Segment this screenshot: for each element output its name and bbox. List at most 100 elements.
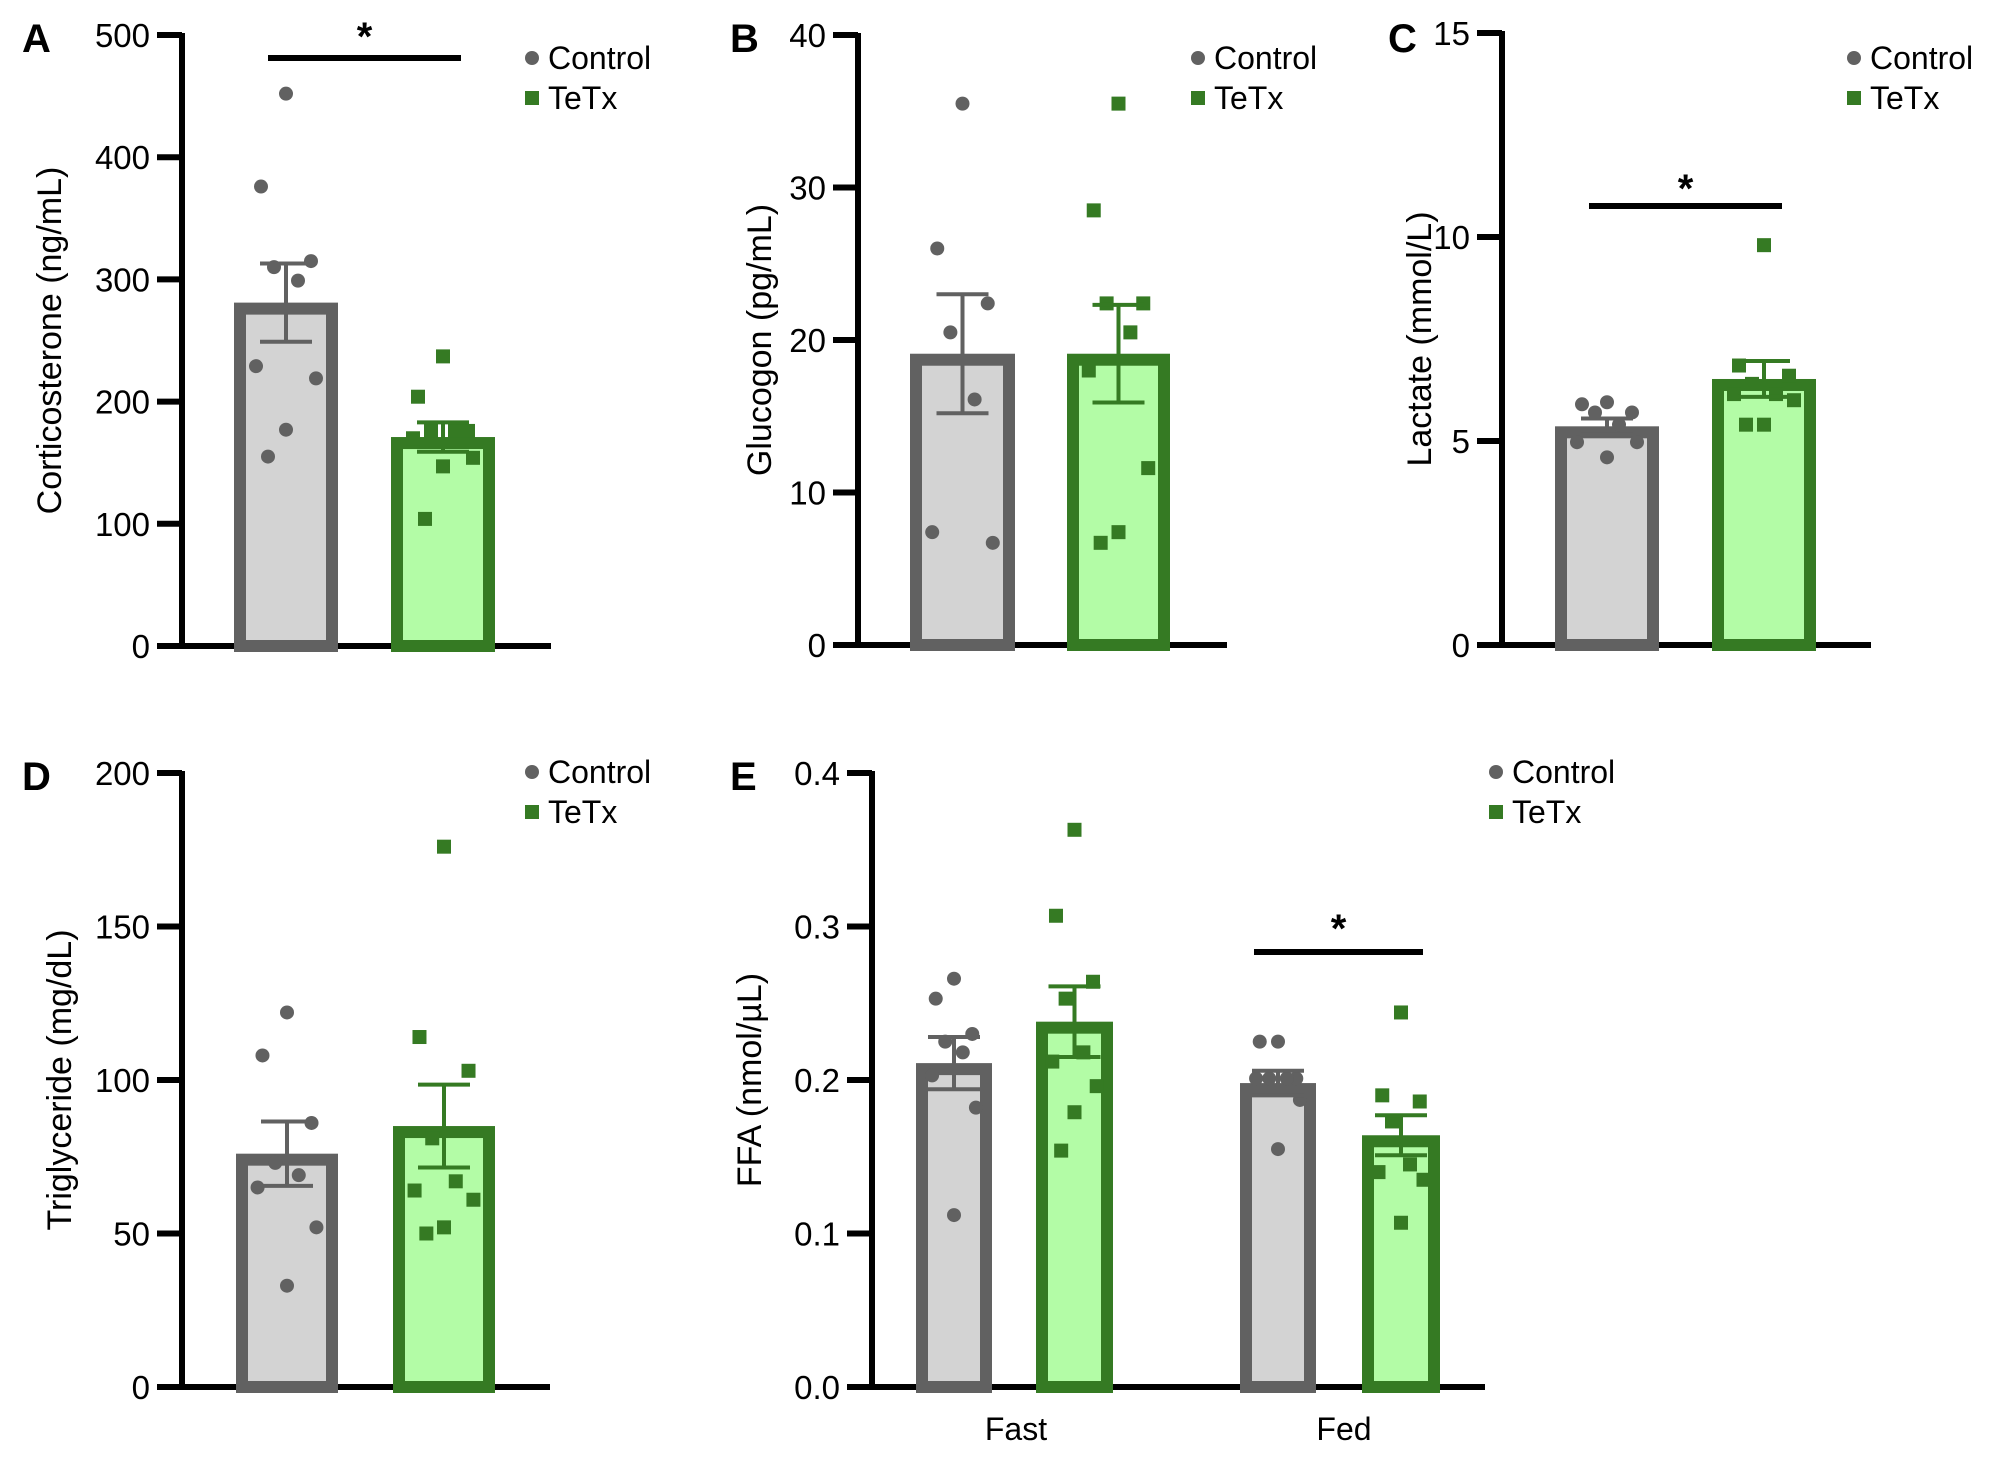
bar-group-tetx	[1712, 238, 1816, 651]
bar-group-tetx	[1036, 822, 1113, 1394]
data-point	[1249, 1071, 1264, 1086]
x-category-label: Fast	[985, 1411, 1047, 1447]
legend-control-marker-icon	[1191, 51, 1205, 65]
panel-letter: C	[1388, 17, 1417, 61]
data-point	[279, 422, 293, 437]
significance-asterisk: *	[1331, 907, 1347, 951]
significance-asterisk: *	[1678, 167, 1694, 211]
data-point	[1081, 363, 1096, 378]
bar-tetx	[393, 1126, 495, 1394]
legend: Control TeTx	[525, 40, 651, 116]
data-point	[930, 241, 945, 256]
data-point	[437, 839, 451, 854]
data-point	[1089, 1079, 1104, 1094]
y-axis-title: Corticosterone (ng/mL)	[31, 167, 69, 515]
y-tick-label: 300	[95, 261, 150, 298]
bar-control	[916, 1063, 992, 1393]
y-tick-label: 0.4	[794, 755, 840, 792]
y-tick-label: 100	[95, 1062, 150, 1099]
bar-group-control	[910, 96, 1015, 651]
data-point	[424, 423, 438, 438]
data-point	[1727, 387, 1741, 402]
panel-letter: E	[730, 755, 757, 799]
data-point	[436, 349, 450, 364]
data-point	[1093, 535, 1108, 550]
data-point	[1787, 393, 1801, 408]
data-point	[280, 1005, 294, 1020]
bar-group-control	[234, 86, 338, 652]
data-point	[1394, 1215, 1408, 1230]
y-tick-label: 15	[1433, 15, 1470, 52]
legend-control-label: Control	[548, 754, 651, 790]
data-point	[419, 1226, 434, 1241]
data-point	[928, 991, 943, 1006]
data-point	[448, 1174, 463, 1189]
data-point	[1385, 1114, 1399, 1129]
data-point	[1403, 1157, 1417, 1172]
panel-d: D Triglyceride (mg/dL) 0 50 100 150 200 Control…	[22, 754, 651, 1406]
data-point	[466, 450, 480, 465]
data-point	[1141, 461, 1156, 476]
legend: Control TeTx	[1191, 40, 1317, 116]
data-point	[925, 1068, 940, 1083]
x-category-label: Fed	[1316, 1411, 1371, 1447]
legend-control-marker-icon	[525, 765, 539, 779]
data-point	[1375, 1088, 1390, 1103]
data-point	[407, 1183, 422, 1198]
y-axis-title: Glucogon (pg/mL)	[741, 204, 779, 476]
data-point	[255, 1048, 270, 1063]
legend-control-label: Control	[1214, 40, 1317, 76]
data-point	[955, 96, 970, 111]
data-point	[418, 511, 432, 526]
y-tick-label: 50	[113, 1216, 150, 1253]
y-tick-label: 0.1	[794, 1216, 840, 1253]
panel-letter: A	[22, 17, 51, 61]
bar-control	[236, 1153, 338, 1394]
y-tick-label: 0	[808, 627, 826, 664]
data-point	[1048, 908, 1063, 923]
panel-letter: B	[730, 17, 759, 61]
data-point	[1067, 822, 1082, 837]
legend-tetx-label: TeTx	[548, 794, 617, 830]
panel-a: A Corticosterone (ng/mL) 0 100 200 300 400 500 *…	[22, 15, 651, 665]
data-point	[280, 1278, 294, 1293]
y-tick-label: 0.0	[794, 1369, 840, 1406]
data-point	[436, 459, 450, 474]
data-point	[947, 971, 961, 986]
bar-tetx	[1712, 378, 1816, 651]
legend-control-marker-icon	[525, 51, 539, 65]
y-tick-label: 200	[95, 755, 150, 792]
y-tick-label: 0.2	[794, 1062, 840, 1099]
bar-group-tetx	[1067, 96, 1170, 651]
data-point	[461, 423, 475, 438]
y-tick-label: 10	[789, 475, 826, 512]
data-point	[1745, 376, 1759, 391]
y-tick-label: 500	[95, 17, 150, 54]
legend-tetx-label: TeTx	[548, 80, 617, 116]
data-point	[254, 179, 268, 194]
data-point	[1111, 525, 1126, 540]
y-tick-label: 400	[95, 139, 150, 176]
legend-control-label: Control	[1512, 754, 1615, 790]
data-point	[955, 1045, 970, 1060]
legend-control-marker-icon	[1847, 51, 1861, 65]
y-tick-label: 0	[1452, 627, 1470, 664]
data-point	[1262, 1071, 1277, 1086]
data-point	[279, 86, 293, 101]
y-axis-title: Lactate (mmol/L)	[1401, 211, 1439, 466]
data-point	[1252, 1034, 1267, 1049]
data-point	[309, 1220, 324, 1235]
panel-letter: D	[22, 755, 51, 799]
panel-b: B Glucogon (pg/mL) 0 10 20 30 40 Control TeTx	[730, 17, 1317, 664]
bar-group-tetx	[1362, 1005, 1440, 1394]
data-point	[967, 392, 982, 407]
data-point	[461, 1063, 476, 1078]
data-point	[943, 325, 958, 340]
data-point	[980, 296, 995, 311]
legend-control-label: Control	[1870, 40, 1973, 76]
data-point	[1757, 417, 1771, 432]
data-point	[1058, 991, 1073, 1006]
data-point	[1625, 405, 1639, 420]
legend-control-label: Control	[548, 40, 651, 76]
